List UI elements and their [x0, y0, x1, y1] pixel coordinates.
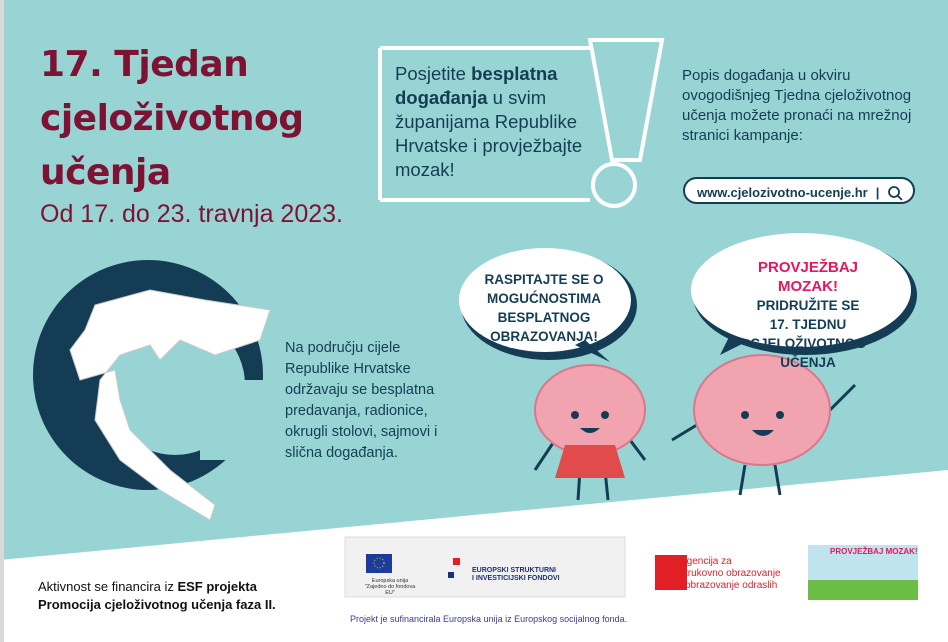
title-line-3: učenja	[40, 152, 171, 193]
separator: |	[875, 185, 880, 200]
bubble-line: 17. TJEDNU	[769, 317, 847, 332]
funding-note: Aktivnost se financira iz ESF projekta Pr…	[38, 579, 276, 612]
provjezbaj-logo-text: PROVJEŽBAJ MOZAK!	[830, 547, 918, 556]
brain-character-small	[533, 364, 647, 501]
visit-text: Posjetite besplatna događanja u svim žup…	[395, 63, 583, 180]
bubble-line: CJELOŽIVOTNOG UČENJA	[750, 336, 866, 370]
exclamation-mark-icon	[378, 38, 665, 208]
croatia-map-icon	[33, 260, 280, 521]
search-icon[interactable]	[887, 185, 903, 201]
brain-character-large	[671, 354, 857, 496]
speech-bubble-right	[691, 233, 917, 355]
agency-logo	[655, 555, 687, 590]
bubble-line: MOGUĆNOSTIMA	[487, 291, 601, 306]
website-url[interactable]: www.cjelozivotno-ucenje.hr	[697, 185, 868, 200]
page-title: 17. Tjedan cjeloživotnog učenja	[40, 38, 304, 200]
info-text: Popis događanja u okviru ovogodišnjeg Tj…	[682, 67, 912, 144]
bubble-line: PRIDRUŽITE SE	[756, 298, 860, 313]
bubble-left-text: RASPITAJTE SE O MOGUĆNOSTIMA BESPLATNOG …	[478, 270, 610, 346]
bubble-headline: PROVJEŽBAJ MOZAK!	[757, 259, 859, 295]
bubble-line: OBRAZOVANJA!	[490, 329, 598, 344]
map-description: Na području cijele Republike Hrvatske od…	[285, 340, 438, 461]
eu-caption: Europska unija "Zajedno do fondova EU"	[364, 578, 416, 596]
bubble-line: RASPITAJTE SE O	[484, 272, 604, 287]
bubble-right-text: PROVJEŽBAJ MOZAK! PRIDRUŽITE SE 17. TJED…	[728, 258, 888, 372]
agency-name: Agencija za strukovno obrazovanje i obrazo…	[680, 556, 781, 591]
eu-fonds-ribbon-logo	[344, 536, 626, 598]
speech-bubble-left	[459, 248, 637, 362]
esif-caption: EUROPSKI STRUKTURNI I INVESTICIJSKI FONDO…	[472, 567, 560, 582]
provjezbaj-mozak-logo	[808, 545, 918, 600]
bubble-line: BESPLATNOG	[497, 310, 591, 325]
event-dates: Od 17. do 23. travnja 2023.	[40, 200, 343, 228]
title-line-1: 17. Tjedan	[40, 44, 249, 85]
cofinanced-note: Projekt je sufinancirala Europska unija …	[350, 614, 628, 624]
title-line-2: cjeloživotnog	[40, 98, 304, 139]
website-search-box[interactable]: www.cjelozivotno-ucenje.hr |	[683, 177, 915, 204]
